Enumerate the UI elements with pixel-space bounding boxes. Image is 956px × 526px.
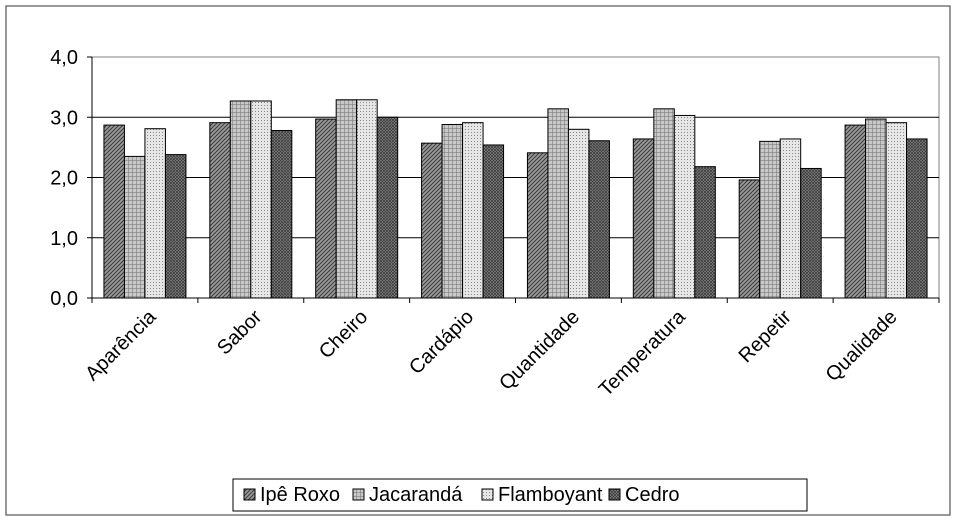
bar-ip-roxo-0 <box>103 124 125 299</box>
bar-cedro-1 <box>270 130 293 299</box>
legend-swatch <box>608 488 621 501</box>
bar-flamboyant-4 <box>567 128 590 299</box>
legend-label: Flamboyant <box>498 484 603 506</box>
bar-cedro-7 <box>906 138 928 299</box>
y-tick-label: 2,0 <box>50 168 78 190</box>
y-tick-labels: 0,0 1,0 2,0 3,0 4,0 <box>50 47 92 310</box>
legend-label: Jacarandá <box>369 484 463 506</box>
bar-flamboyant-2 <box>356 99 378 299</box>
y-tick-label: 3,0 <box>50 107 78 129</box>
legend-swatch <box>352 488 365 501</box>
y-tick-label: 0,0 <box>50 288 78 310</box>
bar-flamboyant-1 <box>250 100 272 299</box>
bar-ip-roxo-1 <box>209 122 231 299</box>
bar-jacarand--7 <box>865 118 887 299</box>
bar-ip-roxo-3 <box>421 142 443 299</box>
bar-flamboyant-6 <box>779 138 802 299</box>
legend-swatch <box>243 488 256 501</box>
bar-flamboyant-5 <box>673 114 696 299</box>
bar-flamboyant-0 <box>144 128 166 299</box>
bar-cedro-0 <box>164 154 187 299</box>
bar-cedro-5 <box>694 166 716 299</box>
y-tick-label: 1,0 <box>50 228 78 250</box>
bar-cedro-4 <box>588 140 610 299</box>
bar-ip-roxo-2 <box>315 118 337 299</box>
bar-flamboyant-3 <box>462 122 484 299</box>
bar-ip-roxo-6 <box>738 179 761 299</box>
bar-flamboyant-7 <box>885 122 908 299</box>
bar-cedro-2 <box>376 116 399 299</box>
bar-jacarand--1 <box>229 100 252 299</box>
legend-label: Cedro <box>625 484 679 506</box>
bar-ip-roxo-7 <box>844 124 867 299</box>
bar-jacarand--2 <box>335 99 358 299</box>
y-tick-label: 4,0 <box>50 47 78 69</box>
bar-jacarand--3 <box>441 123 464 299</box>
legend-box <box>232 478 808 512</box>
bar-cedro-6 <box>800 167 822 299</box>
bar-jacarand--4 <box>547 108 569 299</box>
bars <box>103 99 928 299</box>
bar-jacarand--0 <box>123 155 146 299</box>
bar-jacarand--5 <box>653 108 675 299</box>
bar-ip-roxo-4 <box>526 152 549 299</box>
legend: Ipê Roxo Jacarandá Flamboyant Cedro <box>232 478 808 512</box>
legend-label: Ipê Roxo <box>260 484 340 506</box>
bar-cedro-3 <box>482 144 505 299</box>
bar-ip-roxo-5 <box>632 138 655 299</box>
legend-swatch <box>481 488 494 501</box>
bar-jacarand--6 <box>759 140 781 299</box>
